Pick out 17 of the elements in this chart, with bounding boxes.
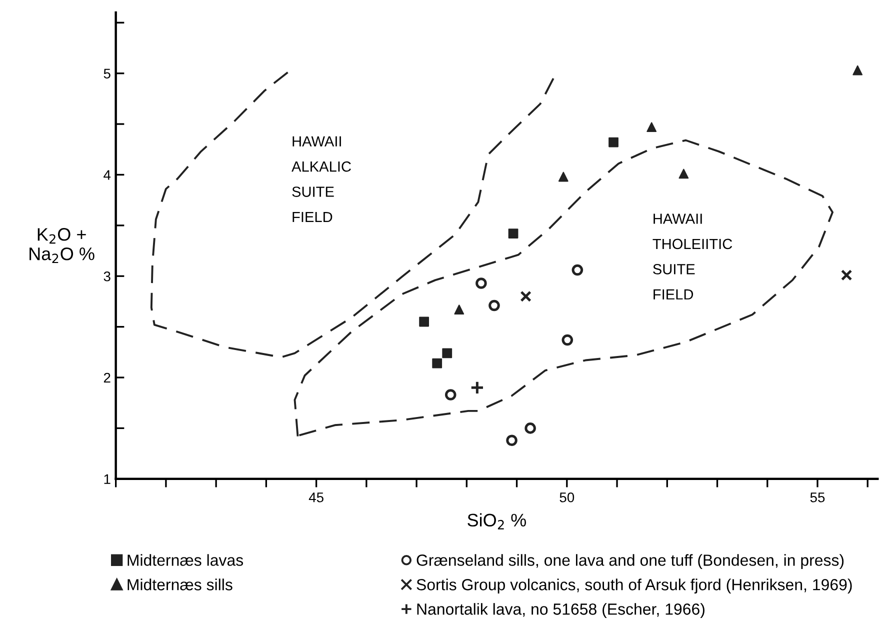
x-tick-label: 55 xyxy=(810,492,825,502)
annotation: HAWAII ALKALIC SUITE FIELD xyxy=(292,136,351,222)
y-tick-label: 5 xyxy=(104,68,110,79)
x-tick-label: 45 xyxy=(308,492,324,502)
y-axis-title: K$_{2}$O + Na$_{2}$O % xyxy=(30,228,94,264)
y-tick-label: 2 xyxy=(104,372,110,383)
y-tick-label: 1 xyxy=(104,474,110,484)
annotation: HAWAII THOLEIITIC SUITE FIELD xyxy=(652,214,732,300)
legend-label: Midternæs lavas xyxy=(128,554,244,566)
legend-label: Grænseland sills, one lava and one tuff (Bondesen, in press) xyxy=(416,554,844,570)
y-tick-label: 4 xyxy=(104,170,111,180)
x-tick-label: 50 xyxy=(560,492,574,502)
x-axis-title: SiO$_{2}$ % xyxy=(468,513,526,530)
legend-label: Nanortalik lava, no 51658 (Escher, 1966) xyxy=(417,603,704,618)
legend-label: Midternæs sills xyxy=(128,578,232,590)
y-tick-label: 3 xyxy=(104,271,110,282)
legend-label: Sortis Group volcanics, south of Arsuk fjord (Henriksen, 1969) xyxy=(416,578,852,594)
